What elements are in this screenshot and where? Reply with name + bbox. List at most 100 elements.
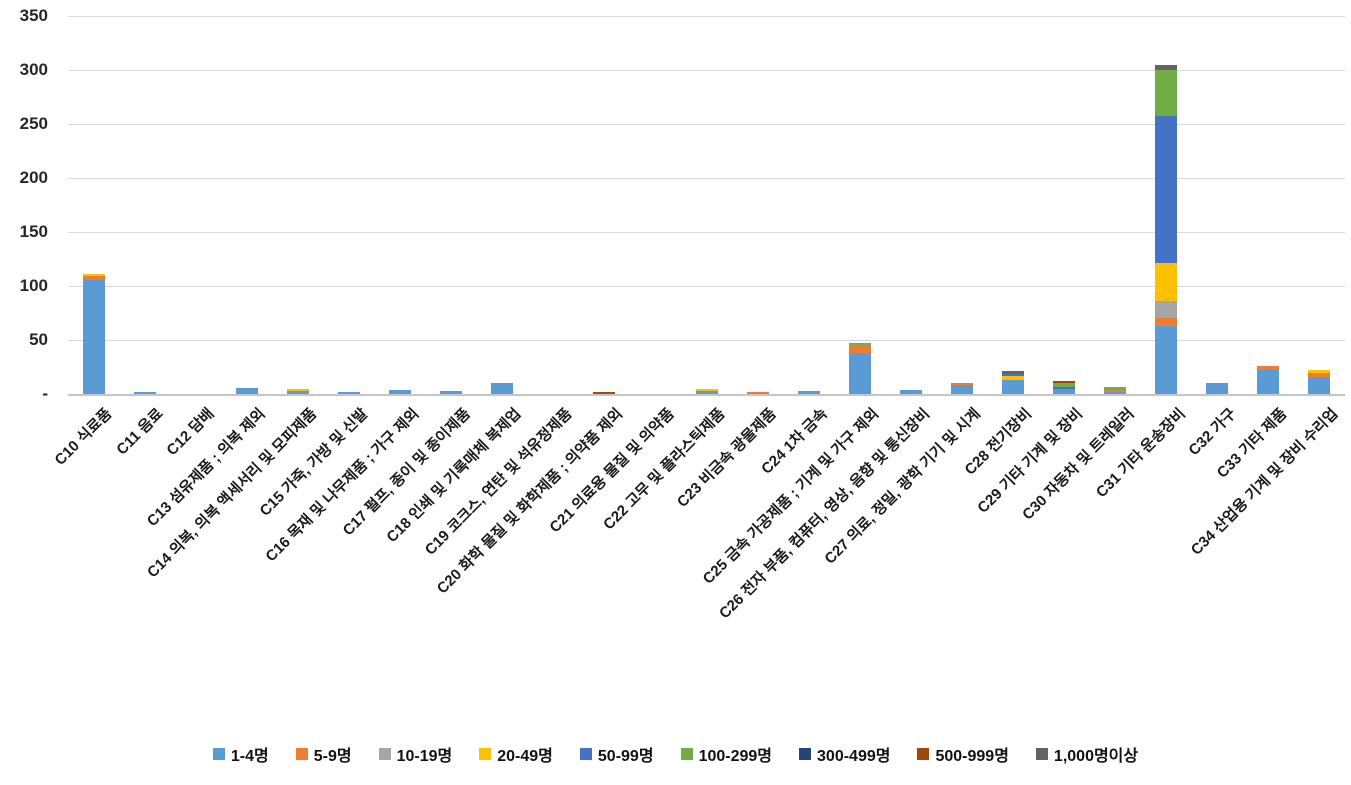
gridline [68,124,1345,125]
bar-segment-1-4명 [951,385,973,394]
bar-c18 [491,383,513,394]
y-tick-label: 300 [19,60,48,79]
bar-segment-100-299명 [849,343,871,345]
legend-swatch-icon [680,748,693,760]
bar-segment-5-9명 [1308,373,1330,377]
bar-segment-5-9명 [1155,318,1177,326]
bar-segment-1-4명 [440,391,462,394]
x-tick-label: C20 화학 물질 및 화학제품 ; 의약품 제외 [434,405,627,598]
bar-c16 [389,390,411,394]
bar-c11 [134,392,156,394]
legend-label: 1-4명 [230,748,269,765]
bar-segment-1-4명 [287,391,309,394]
legend-label: 10-19명 [396,748,453,765]
y-tick-label: 50 [29,330,48,349]
bar-segment-1,000명이상 [1155,65,1177,70]
legend-item-500-999명: 500-999명 [917,742,1009,766]
y-tick-label: 150 [19,222,48,241]
bar-segment-20-49명 [1002,376,1024,380]
bar-c22 [696,389,718,394]
bar-c25 [849,343,871,394]
bar-segment-1-4명 [389,390,411,394]
legend-item-100-299명: 100-299명 [680,742,773,766]
bar-segment-5-9명 [849,345,871,353]
bar-c33 [1257,366,1279,394]
legend-item-1,000명이상: 1,000명이상 [1035,742,1139,766]
y-tick-label: 350 [19,6,48,25]
legend: 1-4명 5-9명 10-19명 20-49명 50-99명 100-299명 300-49… [0,742,1351,766]
bar-segment-100-299명 [1155,70,1177,116]
bar-segment-1-4명 [849,353,871,394]
bar-c27 [951,383,973,394]
y-tick-label: - [42,384,48,403]
x-tick-label: C31 기타 운송장비 [1092,405,1189,502]
bar-segment-1-4명 [83,280,105,394]
legend-item-5-9명: 5-9명 [295,742,352,766]
bar-c31 [1155,65,1177,394]
legend-item-1-4명: 1-4명 [212,742,269,766]
legend-label: 100-299명 [698,748,773,765]
bar-c30 [1104,387,1126,394]
bar-segment-1-4명 [491,383,513,394]
y-tick-label: 200 [19,168,48,187]
bar-c24 [798,391,820,394]
bar-segment-50-99명 [1002,374,1024,376]
bar-segment-20-49명 [1308,370,1330,373]
y-tick-label: 100 [19,276,48,295]
x-tick-label: C10 식료품 [51,405,116,469]
bar-segment-20-49명 [1155,263,1177,301]
gridline [68,16,1345,17]
bar-segment-100-299명 [1053,383,1075,387]
bar-segment-1-4명 [1155,326,1177,394]
bar-segment-5-9명 [747,392,769,393]
y-tick-label: 250 [19,114,48,133]
legend-label: 1,000명이상 [1053,748,1139,765]
bar-segment-1-4명 [1104,392,1126,394]
legend-label: 500-999명 [935,748,1009,765]
bar-c28 [1002,371,1024,394]
gridline [68,394,1345,396]
legend-swatch-icon [212,748,225,760]
legend-swatch-icon [917,748,930,760]
legend-swatch-icon [378,748,391,760]
bar-segment-100-299명 [1104,387,1126,390]
legend-item-50-99명: 50-99명 [579,742,654,766]
bar-segment-500-999명 [593,392,615,394]
bar-segment-1,000명이상 [1002,371,1024,374]
bar-c13 [236,388,258,394]
legend-swatch-icon [799,748,812,760]
bar-c10 [83,274,105,394]
bar-segment-1-4명 [134,392,156,394]
bar-segment-1-4명 [900,390,922,394]
bar-segment-1-4명 [1053,389,1075,394]
legend-label: 50-99명 [597,748,654,765]
gridline [68,70,1345,71]
gridline [68,340,1345,341]
bar-segment-1-4명 [338,392,360,394]
bar-c15 [338,392,360,394]
bar-segment-1-4명 [1308,377,1330,394]
bar-c29 [1053,381,1075,394]
bar-c17 [440,391,462,394]
bar-segment-5-9명 [83,276,105,280]
legend-swatch-icon [295,748,308,760]
bar-segment-20-49명 [287,389,309,391]
x-tick-label: C11 음료 [113,405,167,459]
bar-segment-1-4명 [798,391,820,394]
bar-segment-1-4명 [1206,383,1228,394]
legend-label: 5-9명 [313,748,352,765]
bar-segment-5-9명 [1257,366,1279,370]
bar-c23 [747,392,769,394]
legend-item-300-499명: 300-499명 [799,742,890,766]
bar-segment-20-49명 [83,274,105,276]
bar-segment-5-9명 [1104,390,1126,392]
bar-c26 [900,390,922,394]
legend-item-10-19명: 10-19명 [378,742,453,766]
legend-swatch-icon [579,748,592,760]
bar-segment-10-19명 [1155,301,1177,318]
bar-segment-5-9명 [951,383,973,385]
legend-swatch-icon [479,748,492,760]
bar-segment-1-4명 [747,393,769,394]
legend-item-20-49명: 20-49명 [479,742,553,766]
